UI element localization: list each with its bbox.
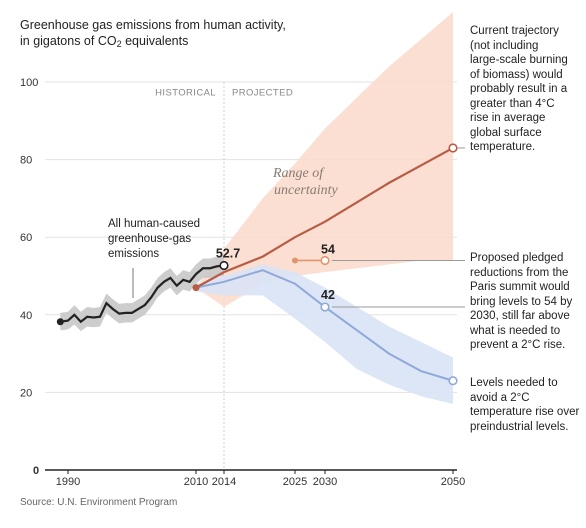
y-tick-label-100: 100 xyxy=(20,77,38,89)
point-needed-2030 xyxy=(320,302,330,312)
historical-start-point xyxy=(56,318,64,326)
pledged-start-point xyxy=(292,257,298,264)
chart-title: Greenhouse gas emissions from human acti… xyxy=(20,17,286,49)
label-layer: 20 40 60 80 100 0 1990 2010 2014 2025 2030 2050 HIST… xyxy=(20,77,465,488)
x-tick-label-2050: 2050 xyxy=(441,476,465,488)
historical-label-line-2: greenhouse-gas xyxy=(108,233,191,245)
point-needed-2050 xyxy=(448,376,458,386)
x-tick-label-2014: 2014 xyxy=(212,476,236,488)
band-layer xyxy=(60,12,453,405)
y-tick-label-60: 60 xyxy=(20,232,32,244)
y-tick-label-20: 20 xyxy=(20,387,32,399)
point-2014 xyxy=(219,260,229,271)
band-annotation-line-2: uncertainty xyxy=(274,183,339,198)
x-tick-label-2010: 2010 xyxy=(184,476,208,488)
title-subscript: 2 xyxy=(116,39,122,49)
historical-label-line-1: All human-caused xyxy=(108,218,200,230)
point-pledged-2030 xyxy=(320,255,330,266)
trajectory-uncertainty-band xyxy=(196,12,453,308)
data-label-2014: 52.7 xyxy=(216,247,240,261)
phase-label-historical: HISTORICAL xyxy=(155,88,216,99)
y-tick-label-0: 0 xyxy=(33,465,39,477)
band-annotation-line-1: Range of xyxy=(272,166,325,181)
series-historical-line xyxy=(60,264,225,324)
point-trajectory-2050 xyxy=(448,143,458,153)
source-note: Source: U.N. Environment Program xyxy=(20,497,178,508)
x-tick-label-1990: 1990 xyxy=(56,476,80,488)
series-trajectory-line xyxy=(195,146,454,289)
y-tick-label-80: 80 xyxy=(20,155,32,167)
y-tick-label-40: 40 xyxy=(20,310,32,322)
data-label-needed-2030: 42 xyxy=(321,288,335,302)
title-line-2-prefix: in gigatons of CO xyxy=(20,34,117,48)
historical-label-line-3: emissions xyxy=(108,248,159,260)
phase-label-projected: PROJECTED xyxy=(232,88,293,99)
annotation-needed: Levels needed to avoid a 2°C temperature… xyxy=(470,377,580,433)
data-label-pledged-2030: 54 xyxy=(321,242,335,256)
x-tick-label-2025: 2025 xyxy=(283,476,307,488)
annotation-pledged: Proposed pledged reductions from the Par… xyxy=(470,252,573,351)
needed-uncertainty-band xyxy=(196,264,453,405)
title-line-2-suffix: equivalents xyxy=(121,34,189,48)
line-layer xyxy=(56,143,465,386)
title-line-1: Greenhouse gas emissions from human acti… xyxy=(20,18,286,32)
annotation-current-trajectory: Current trajectory (not including large-… xyxy=(470,25,568,153)
projection-start-point xyxy=(192,284,200,292)
x-tick-label-2030: 2030 xyxy=(313,476,337,488)
